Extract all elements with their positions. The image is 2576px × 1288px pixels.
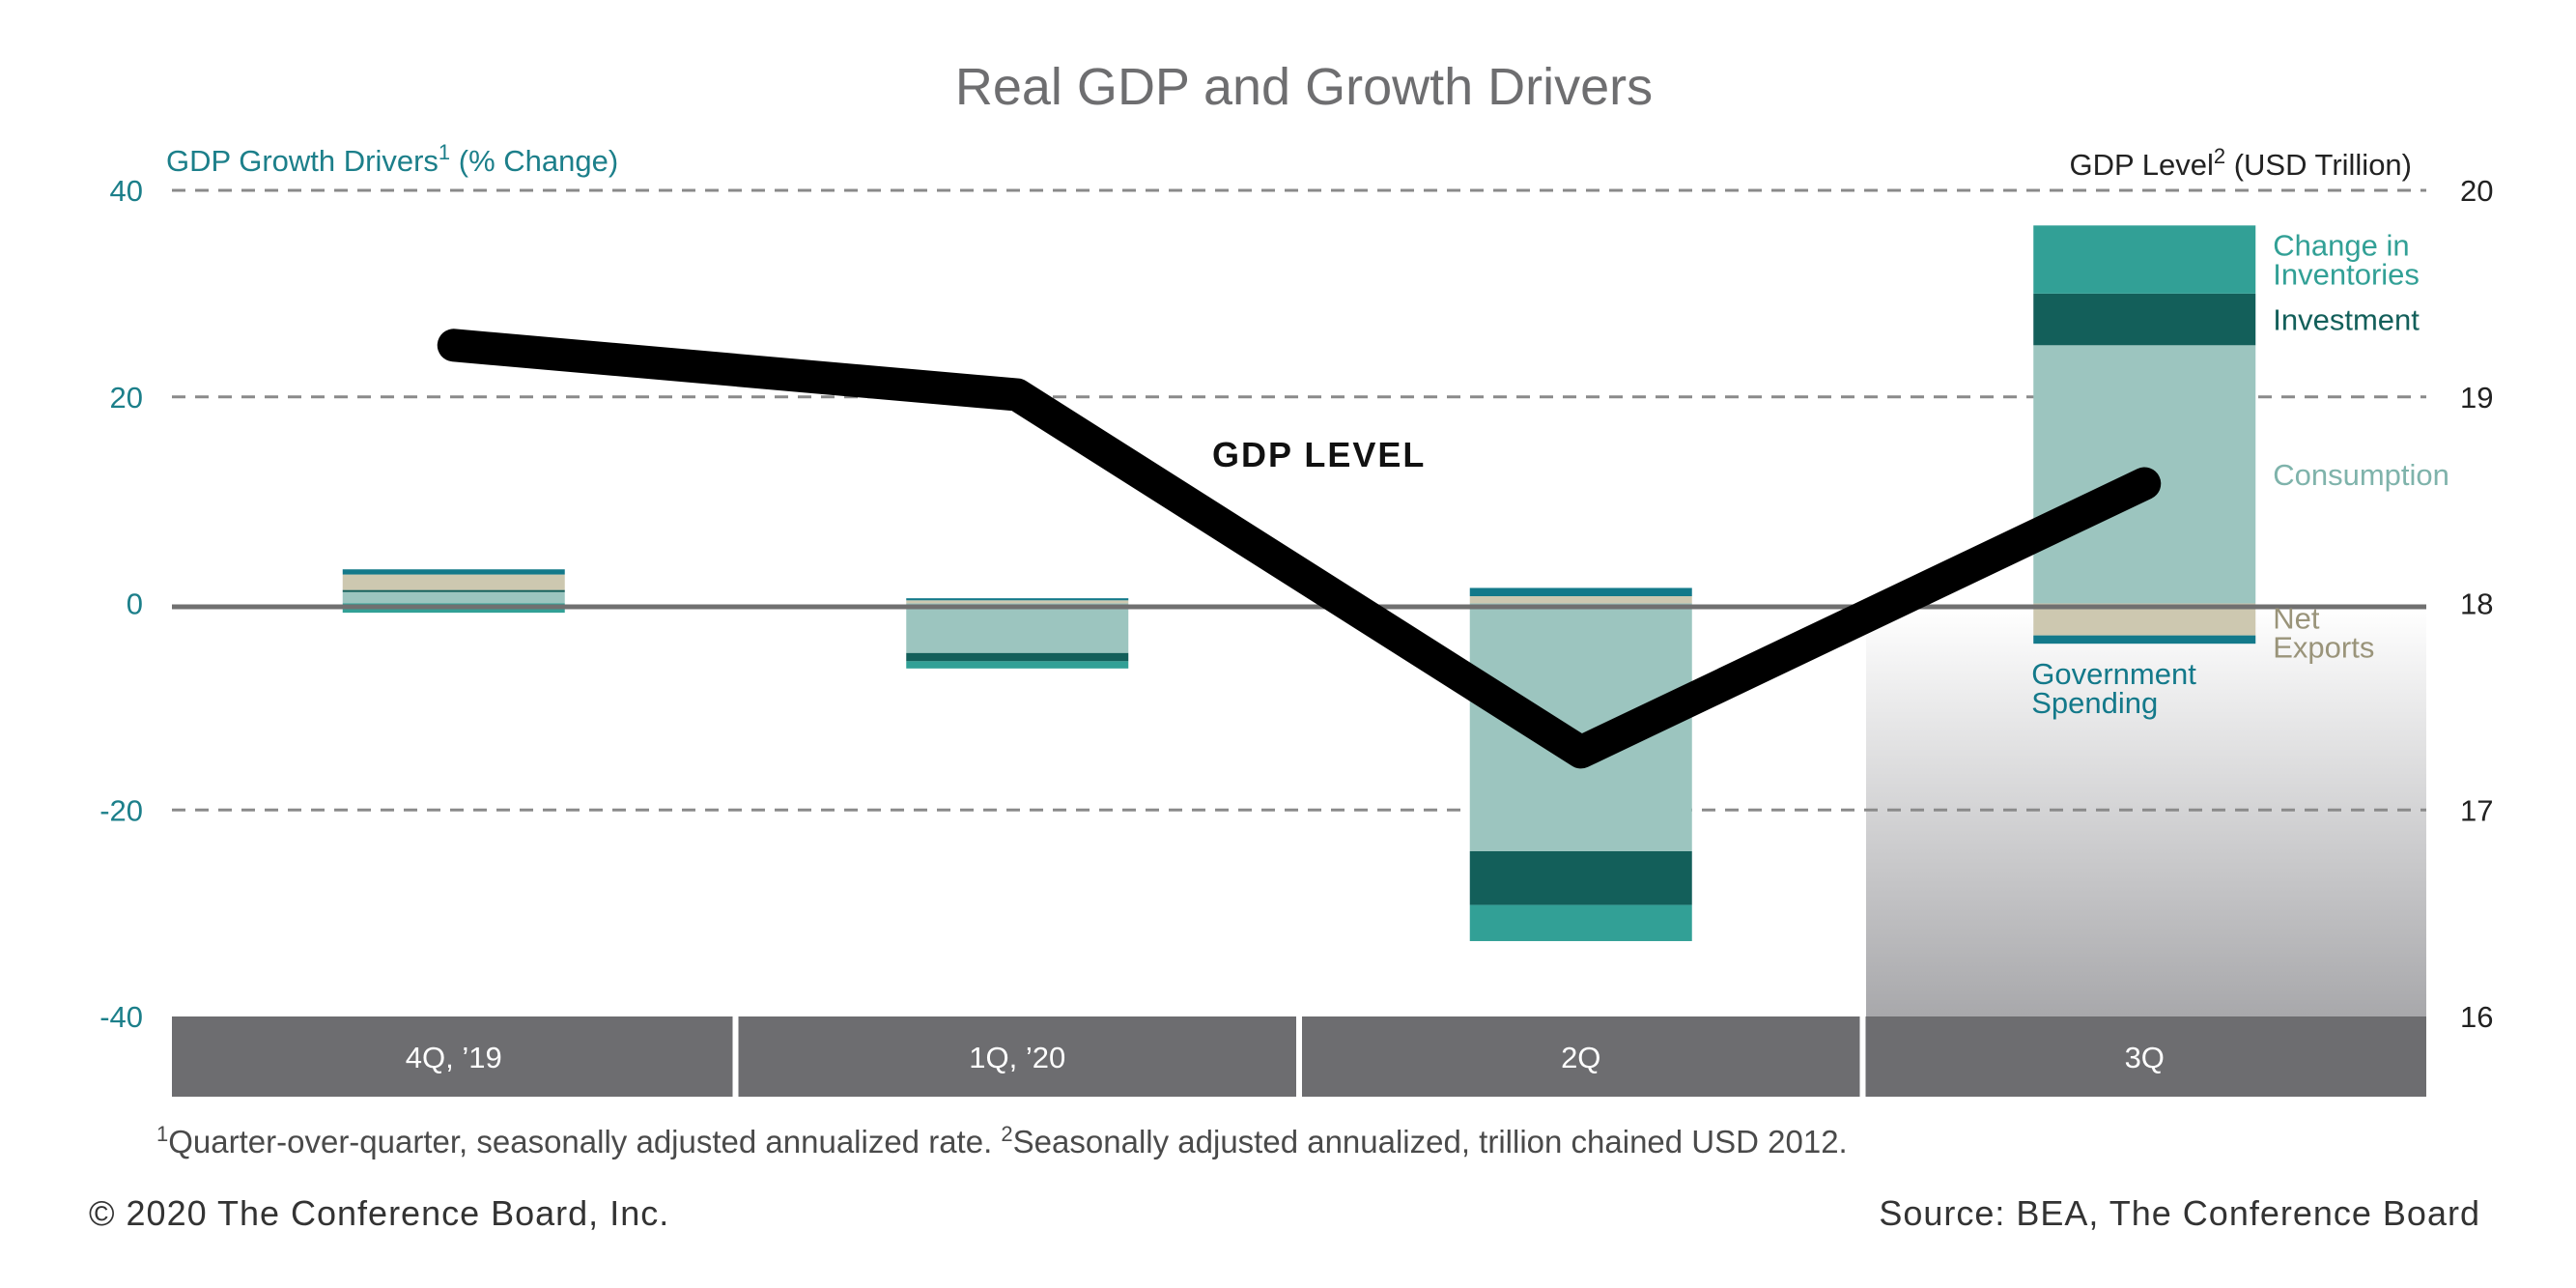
- legend: Consumption Investment Change in Inventorie…: [2031, 229, 2449, 721]
- legend-government-spending: Government Spending: [2031, 657, 2196, 720]
- legend-change-in-inventories: Change in Inventories: [2273, 229, 2420, 292]
- legend-government-spending-line-1: Spending: [2031, 686, 2158, 720]
- highlight-3q-background: [1866, 607, 2426, 1016]
- left-axis-title-text: GDP Growth Drivers: [166, 144, 439, 178]
- left-tick-20: -20: [99, 793, 143, 827]
- gdp-level-annotation: GDP LEVEL: [1212, 435, 1426, 474]
- category-cell-4q-19: [172, 1016, 733, 1097]
- source: Source: BEA, The Conference Board: [1879, 1193, 2480, 1233]
- left-tick-0: 0: [127, 587, 143, 621]
- copyright: © 2020 The Conference Board, Inc.: [89, 1193, 669, 1233]
- legend-government-spending-line-0: Government: [2031, 657, 2196, 691]
- footnote: 1Quarter-over-quarter, seasonally adjust…: [156, 1122, 1848, 1159]
- footnote-sup2: 2: [1001, 1122, 1012, 1146]
- category-label-1q-20: 1Q, ’20: [969, 1041, 1065, 1074]
- left-tick-20: 20: [110, 381, 143, 415]
- left-tick-40: -40: [99, 1000, 143, 1034]
- bar-government-spending-1q-20: [906, 598, 1129, 601]
- category-label-4q-19: 4Q, ’19: [406, 1041, 502, 1074]
- legend-net-exports: Net Exports: [2273, 602, 2374, 665]
- right-axis-title-text: GDP Level: [2070, 148, 2214, 182]
- category-label-3q: 3Q: [2125, 1041, 2165, 1074]
- legend-change-in-inventories-line-0: Change in: [2273, 229, 2409, 263]
- bar-government-spending-2q: [1469, 587, 1692, 597]
- legend-net-exports-line-0: Net: [2273, 602, 2320, 636]
- right-tick-18: 18: [2460, 587, 2493, 621]
- bar-group: [342, 225, 2256, 941]
- legend-net-exports-line-1: Exports: [2273, 631, 2374, 665]
- gdp-level-line: [437, 329, 2162, 769]
- bar-government-spending-4q-19: [342, 569, 565, 575]
- bar-change-in-inventories-3q: [2033, 225, 2256, 294]
- legend-investment-line-0: Investment: [2273, 303, 2420, 337]
- bar-change-in-inventories-1q-20: [906, 661, 1129, 669]
- footnote-text2: Seasonally adjusted annualized, trillion…: [1013, 1124, 1848, 1159]
- bar-change-in-inventories-2q: [1469, 904, 1692, 941]
- category-cell-2q: [1302, 1016, 1860, 1097]
- axis-ticks: 40 20 0 -20 -40 20 19 18 17 16: [99, 174, 2493, 1034]
- left-tick-40: 40: [110, 174, 143, 208]
- left-axis-title-sup: 1: [439, 140, 450, 164]
- bar-net-exports-2q: [1469, 596, 1692, 604]
- bar-consumption-1q-20: [906, 603, 1129, 653]
- bar-net-exports-1q-20: [906, 600, 1129, 604]
- legend-change-in-inventories-line-1: Inventories: [2273, 258, 2420, 292]
- category-band: 4Q, ’19 1Q, ’20 2Q 3Q: [172, 1016, 2426, 1097]
- right-axis-title: GDP Level2 (USD Trillion): [2070, 144, 2413, 182]
- footnote-text1: Quarter-over-quarter, seasonally adjuste…: [168, 1124, 1001, 1159]
- bar-investment-4q-19: [342, 589, 565, 592]
- right-tick-20: 20: [2460, 174, 2493, 208]
- bar-investment-1q-20: [906, 652, 1129, 662]
- chart-title: Real GDP and Growth Drivers: [955, 58, 1653, 116]
- bar-investment-3q: [2033, 293, 2256, 346]
- legend-consumption: Consumption: [2273, 458, 2449, 492]
- left-axis-title: GDP Growth Drivers1 (% Change): [166, 140, 618, 178]
- bar-net-exports-4q-19: [342, 574, 565, 590]
- right-tick-16: 16: [2460, 1000, 2493, 1034]
- category-label-2q: 2Q: [1561, 1041, 1600, 1074]
- right-axis-title-sup: 2: [2214, 144, 2225, 168]
- left-axis-title-suffix: (% Change): [450, 144, 618, 178]
- right-tick-17: 17: [2460, 793, 2493, 827]
- bar-government-spending-3q: [2033, 635, 2256, 644]
- category-cell-1q-20: [738, 1016, 1296, 1097]
- bar-consumption-4q-19: [342, 591, 565, 604]
- legend-consumption-line-0: Consumption: [2273, 458, 2449, 492]
- bar-investment-2q: [1469, 851, 1692, 905]
- footnote-sup1: 1: [156, 1122, 168, 1146]
- category-cell-3q: [1865, 1016, 2426, 1097]
- legend-investment: Investment: [2273, 303, 2420, 337]
- right-axis-title-suffix: (USD Trillion): [2225, 148, 2412, 182]
- right-tick-19: 19: [2460, 381, 2493, 415]
